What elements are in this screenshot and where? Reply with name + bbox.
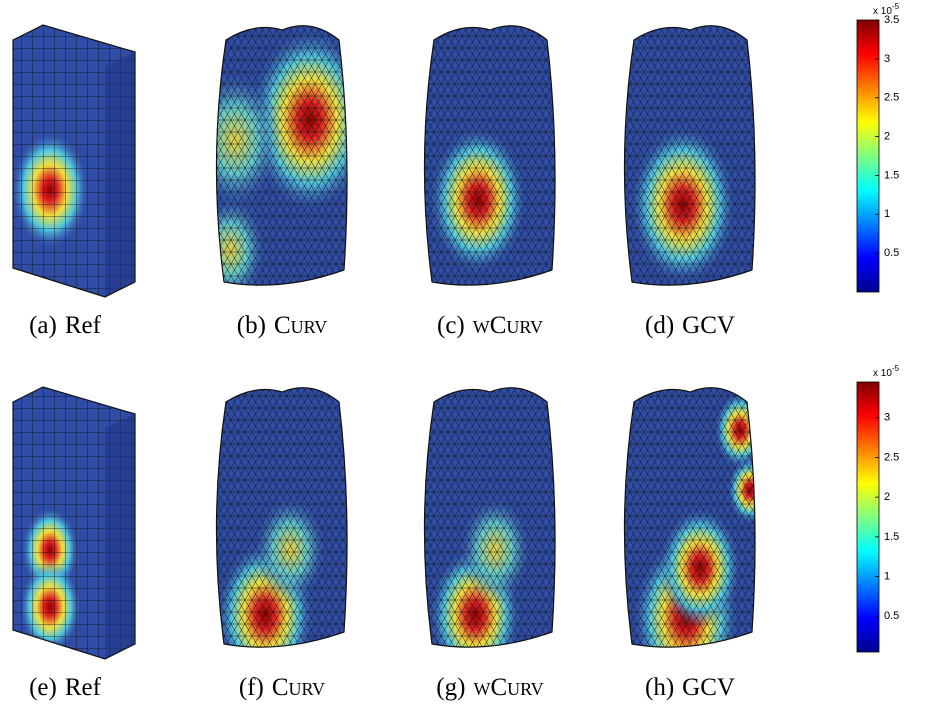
caption: (h) GCV <box>645 674 735 701</box>
wire <box>424 387 556 648</box>
mesh <box>13 387 135 659</box>
subfigure: (d) GCV <box>623 25 756 339</box>
caption-label: (a) <box>29 312 57 339</box>
subfigure: (e) Ref <box>12 386 136 701</box>
tick-label: 3.5 <box>884 14 899 26</box>
tick-label: 1.5 <box>884 169 899 181</box>
tick-label: 2 <box>884 130 890 142</box>
mesh <box>624 387 756 648</box>
caption: (b) Curv <box>237 312 327 339</box>
caption-name: wCurv <box>473 312 543 339</box>
caption-label: (b) <box>237 312 266 339</box>
tick-label: 2.5 <box>884 451 899 463</box>
caption-label: (d) <box>645 312 674 339</box>
outline <box>215 387 348 648</box>
exponent-label: x 10-5 <box>873 2 900 17</box>
wire <box>624 387 756 648</box>
subfigure: (h) GCV <box>623 387 756 701</box>
wire <box>424 25 556 286</box>
outline <box>423 387 556 648</box>
side <box>105 414 135 659</box>
subfigure: (b) Curv <box>215 25 348 339</box>
colorbar <box>856 19 880 293</box>
caption-name: GCV <box>682 674 735 701</box>
caption-label: (e) <box>29 674 57 701</box>
wire <box>216 387 348 648</box>
outline <box>12 24 136 298</box>
outline <box>215 25 348 286</box>
subfigure: (c) wCurv <box>423 25 556 339</box>
caption-name: Curv <box>272 674 325 701</box>
tick-label: 3 <box>884 412 890 424</box>
subfigure: (g) wCurv <box>423 387 556 701</box>
caption-name: Ref <box>65 674 102 701</box>
tick-label: 2 <box>884 491 890 503</box>
tick-label: 0.5 <box>884 610 899 622</box>
tick-label: 1 <box>884 570 890 582</box>
subfigure: (f) Curv <box>215 387 348 701</box>
exponent-base: x 10 <box>873 6 892 17</box>
tick-label: 1 <box>884 208 890 220</box>
tick-label: 2.5 <box>884 92 899 104</box>
exponent-label: x 10-5 <box>873 364 900 379</box>
exponent-base: x 10 <box>873 368 892 379</box>
mesh <box>424 387 556 648</box>
colorbar <box>856 381 880 653</box>
caption-name: GCV <box>682 312 735 339</box>
caption-label: (g) <box>436 674 465 701</box>
tick-label: 0.5 <box>884 247 899 259</box>
caption-label: (c) <box>437 312 465 339</box>
tick-label: 1.5 <box>884 531 899 543</box>
tick-label: 3 <box>884 53 890 65</box>
side <box>105 52 135 297</box>
caption-label: (h) <box>645 674 674 701</box>
caption: (f) Curv <box>239 674 325 701</box>
wire <box>624 25 756 286</box>
caption-name: wCurv <box>473 674 543 701</box>
caption-label: (f) <box>239 674 264 701</box>
caption: (c) wCurv <box>437 312 543 339</box>
caption: (d) GCV <box>645 312 735 339</box>
caption-name: Ref <box>65 312 102 339</box>
mesh <box>216 25 348 286</box>
exponent: -5 <box>892 364 900 373</box>
exponent: -5 <box>892 2 900 11</box>
subfigure: (a) Ref <box>12 24 136 339</box>
outline <box>623 25 756 286</box>
wire <box>216 25 348 286</box>
outline <box>12 386 136 660</box>
caption: (g) wCurv <box>436 674 543 701</box>
caption: (a) Ref <box>29 312 102 339</box>
caption-name: Curv <box>274 312 327 339</box>
mesh <box>424 25 556 286</box>
mesh <box>624 25 756 286</box>
caption: (e) Ref <box>29 674 102 701</box>
mesh <box>216 387 348 648</box>
outline <box>623 387 756 648</box>
mesh <box>13 25 135 297</box>
outline <box>423 25 556 286</box>
